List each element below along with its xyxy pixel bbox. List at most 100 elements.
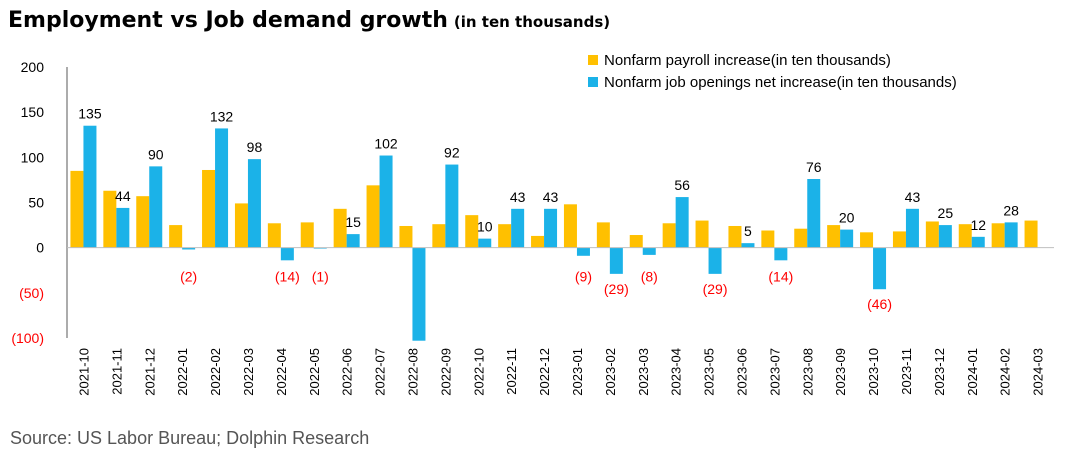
x-tick-label: 2022-05 — [307, 348, 322, 396]
bar-job-openings — [873, 247, 887, 290]
x-tick-label: 2021-10 — [76, 348, 91, 396]
data-label: 92 — [444, 145, 460, 161]
bar-payroll — [596, 222, 610, 248]
bar-job-openings — [675, 197, 689, 248]
x-tick-label: 2021-11 — [109, 348, 124, 395]
y-tick-label: 0 — [36, 240, 44, 256]
chart-subtitle: (in ten thousands) — [453, 13, 611, 31]
legend-swatch-payroll — [588, 55, 598, 65]
x-tick-label: 2023-10 — [866, 348, 881, 396]
bar-job-openings — [445, 164, 459, 248]
data-label: 43 — [543, 189, 559, 205]
bar-payroll — [925, 221, 939, 248]
chart-title-text: Employment vs Job demand growth — [8, 8, 448, 33]
bar-payroll — [234, 203, 248, 248]
legend-label-openings: Nonfarm job openings net increase(in ten… — [604, 74, 957, 91]
legend-label-payroll: Nonfarm payroll increase(in ten thousand… — [604, 52, 891, 69]
bar-job-openings — [609, 247, 623, 274]
data-label: 25 — [938, 205, 954, 221]
bar-payroll — [892, 231, 906, 248]
data-label: (46) — [867, 296, 892, 312]
data-label: 12 — [970, 217, 986, 233]
data-label: (14) — [768, 269, 793, 285]
data-label: 56 — [674, 177, 690, 193]
source-note: Source: US Labor Bureau; Dolphin Researc… — [10, 428, 370, 448]
data-label: 102 — [374, 136, 398, 152]
bar-payroll — [958, 224, 972, 248]
x-tick-label: 2023-09 — [833, 348, 848, 396]
x-tick-label: 2022-01 — [175, 348, 190, 396]
bar-payroll — [333, 208, 347, 248]
bar-payroll — [794, 228, 808, 248]
data-label: 135 — [78, 106, 102, 122]
data-label: 76 — [806, 159, 822, 175]
x-tick-label: 2024-03 — [1031, 348, 1046, 396]
x-tick-label: 2024-01 — [965, 348, 980, 396]
bar-job-openings — [182, 247, 196, 250]
legend: Nonfarm payroll increase(in ten thousand… — [588, 52, 957, 91]
x-tick-label: 2022-10 — [471, 348, 486, 396]
x-tick-label: 2023-05 — [702, 348, 717, 396]
bar-payroll — [498, 224, 512, 248]
y-tick-label: (100) — [11, 330, 44, 346]
bar-job-openings — [544, 208, 558, 248]
data-label: (1) — [312, 269, 329, 285]
bar-payroll — [103, 190, 117, 248]
y-tick-label: 200 — [21, 59, 45, 75]
y-axis: 200 150 100 50 0 (50) (100) — [11, 59, 68, 346]
bar-job-openings — [741, 243, 755, 248]
data-label: 10 — [477, 219, 493, 235]
bar-payroll — [991, 223, 1005, 248]
x-tick-label: 2022-04 — [274, 348, 289, 396]
x-tick-label: 2023-08 — [800, 348, 815, 396]
bar-payroll — [827, 225, 841, 248]
bar-payroll — [629, 235, 643, 248]
data-label: (9) — [575, 269, 592, 285]
y-tick-label: 150 — [21, 104, 45, 120]
bar-payroll — [728, 225, 742, 248]
data-label: 90 — [148, 146, 164, 162]
chart-title: Employment vs Job demand growth (in ten t… — [8, 8, 610, 33]
bar-payroll — [267, 223, 281, 248]
bar-job-openings — [938, 225, 952, 248]
bar-payroll — [202, 169, 216, 248]
bar-job-openings — [708, 247, 722, 274]
bar-job-openings — [840, 229, 854, 248]
x-tick-label: 2022-09 — [438, 348, 453, 396]
data-labels-group: 135 44 90 (2) 132 98 (14) (1) 15 102 92 10 43 43 (9) (2… — [78, 106, 1019, 313]
bar-job-openings — [116, 207, 130, 248]
bar-job-openings — [774, 247, 788, 261]
data-label: 44 — [115, 188, 131, 204]
x-tick-label: 2022-02 — [208, 348, 223, 396]
bar-payroll — [860, 232, 874, 248]
legend-swatch-openings — [588, 77, 598, 87]
bar-job-openings — [478, 238, 492, 248]
bar-job-openings — [905, 208, 919, 248]
x-tick-label: 2023-04 — [669, 348, 684, 396]
bar-job-openings — [642, 247, 656, 255]
data-label: (29) — [703, 281, 728, 297]
y-tick-label: 100 — [21, 149, 45, 165]
bar-payroll — [169, 225, 183, 248]
bar-job-openings — [247, 159, 261, 248]
x-tick-label: 2023-03 — [636, 348, 651, 396]
data-label: (2) — [180, 269, 197, 285]
bar-payroll — [695, 220, 709, 248]
bar-payroll — [366, 185, 380, 248]
bar-payroll — [1024, 220, 1038, 248]
x-tick-label: 2022-03 — [241, 348, 256, 396]
data-label: 43 — [510, 189, 526, 205]
bar-job-openings — [379, 155, 393, 248]
data-label: 98 — [247, 139, 263, 155]
data-label: 20 — [839, 210, 855, 226]
x-tick-label: 2021-12 — [142, 348, 157, 396]
x-tick-label: 2023-12 — [932, 348, 947, 396]
data-label: (14) — [275, 269, 300, 285]
bar-payroll — [662, 223, 676, 248]
data-label: 28 — [1003, 202, 1019, 218]
bar-job-openings — [149, 166, 163, 248]
x-tick-label: 2023-07 — [767, 348, 782, 396]
bar-payroll — [432, 224, 446, 248]
bar-job-openings — [971, 236, 985, 248]
